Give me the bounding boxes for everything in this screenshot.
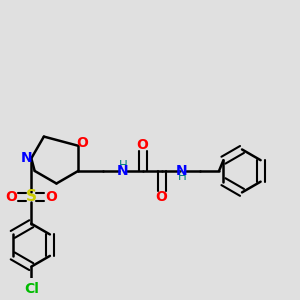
Text: O: O [6,190,18,204]
Text: N: N [21,152,33,165]
Text: O: O [156,190,168,204]
Text: S: S [26,189,37,204]
Text: O: O [45,190,57,204]
Text: O: O [76,136,88,150]
Text: H: H [118,159,127,172]
Text: O: O [137,138,148,152]
Text: H: H [178,170,186,183]
Text: N: N [176,164,188,178]
Text: Cl: Cl [24,282,39,296]
Text: N: N [117,164,129,178]
